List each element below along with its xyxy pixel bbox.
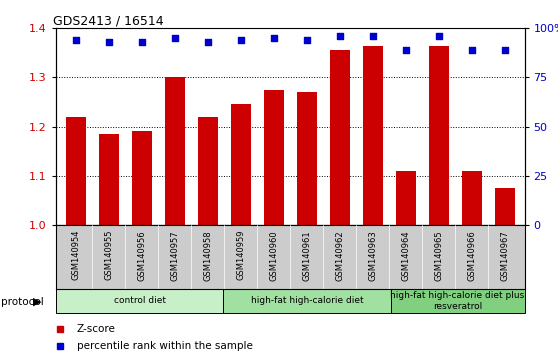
Point: [104, 39, 113, 45]
Bar: [165, 78, 185, 225]
Point: [302, 37, 311, 43]
Bar: [330, 50, 349, 225]
Text: GSM140954: GSM140954: [71, 230, 80, 280]
Text: GSM140963: GSM140963: [368, 230, 377, 281]
Text: GSM140957: GSM140957: [170, 230, 179, 280]
Text: GSM140955: GSM140955: [104, 230, 113, 280]
Text: protocol: protocol: [1, 297, 44, 307]
Point: [467, 47, 476, 53]
Text: GDS2413 / 16514: GDS2413 / 16514: [54, 14, 164, 27]
Point: [236, 37, 245, 43]
Bar: [264, 90, 283, 225]
Text: GSM140965: GSM140965: [434, 230, 443, 280]
Point: [71, 37, 80, 43]
Bar: [132, 131, 152, 225]
Point: [269, 35, 278, 41]
Bar: [429, 46, 449, 225]
Text: ▶: ▶: [33, 297, 42, 307]
Point: [434, 33, 443, 39]
Bar: [462, 171, 482, 225]
Bar: [396, 171, 416, 225]
Text: GSM140961: GSM140961: [302, 230, 311, 280]
Text: control diet: control diet: [113, 296, 166, 306]
Text: GSM140966: GSM140966: [467, 230, 476, 281]
Bar: [231, 104, 251, 225]
Point: [368, 33, 377, 39]
Point: [203, 39, 212, 45]
Point: [170, 35, 179, 41]
Text: GSM140964: GSM140964: [401, 230, 410, 280]
Text: high-fat high-calorie diet: high-fat high-calorie diet: [251, 296, 363, 306]
Text: GSM140967: GSM140967: [500, 230, 509, 281]
Bar: [99, 134, 118, 225]
Text: GSM140956: GSM140956: [137, 230, 146, 280]
Bar: [391, 289, 525, 313]
Text: high-fat high-calorie diet plus
resveratrol: high-fat high-calorie diet plus resverat…: [391, 291, 525, 310]
Text: Z-score: Z-score: [77, 324, 116, 333]
Bar: [363, 46, 383, 225]
Point: [335, 33, 344, 39]
Bar: [198, 117, 218, 225]
Bar: [66, 117, 85, 225]
Point: [501, 47, 509, 53]
Bar: [297, 92, 316, 225]
Point: [137, 39, 146, 45]
Bar: [495, 188, 514, 225]
Text: percentile rank within the sample: percentile rank within the sample: [77, 341, 253, 351]
Text: GSM140960: GSM140960: [269, 230, 278, 280]
Point: [401, 47, 410, 53]
Bar: [56, 289, 223, 313]
Text: GSM140959: GSM140959: [236, 230, 245, 280]
Text: GSM140962: GSM140962: [335, 230, 344, 280]
Text: GSM140958: GSM140958: [203, 230, 212, 280]
Bar: [223, 289, 391, 313]
